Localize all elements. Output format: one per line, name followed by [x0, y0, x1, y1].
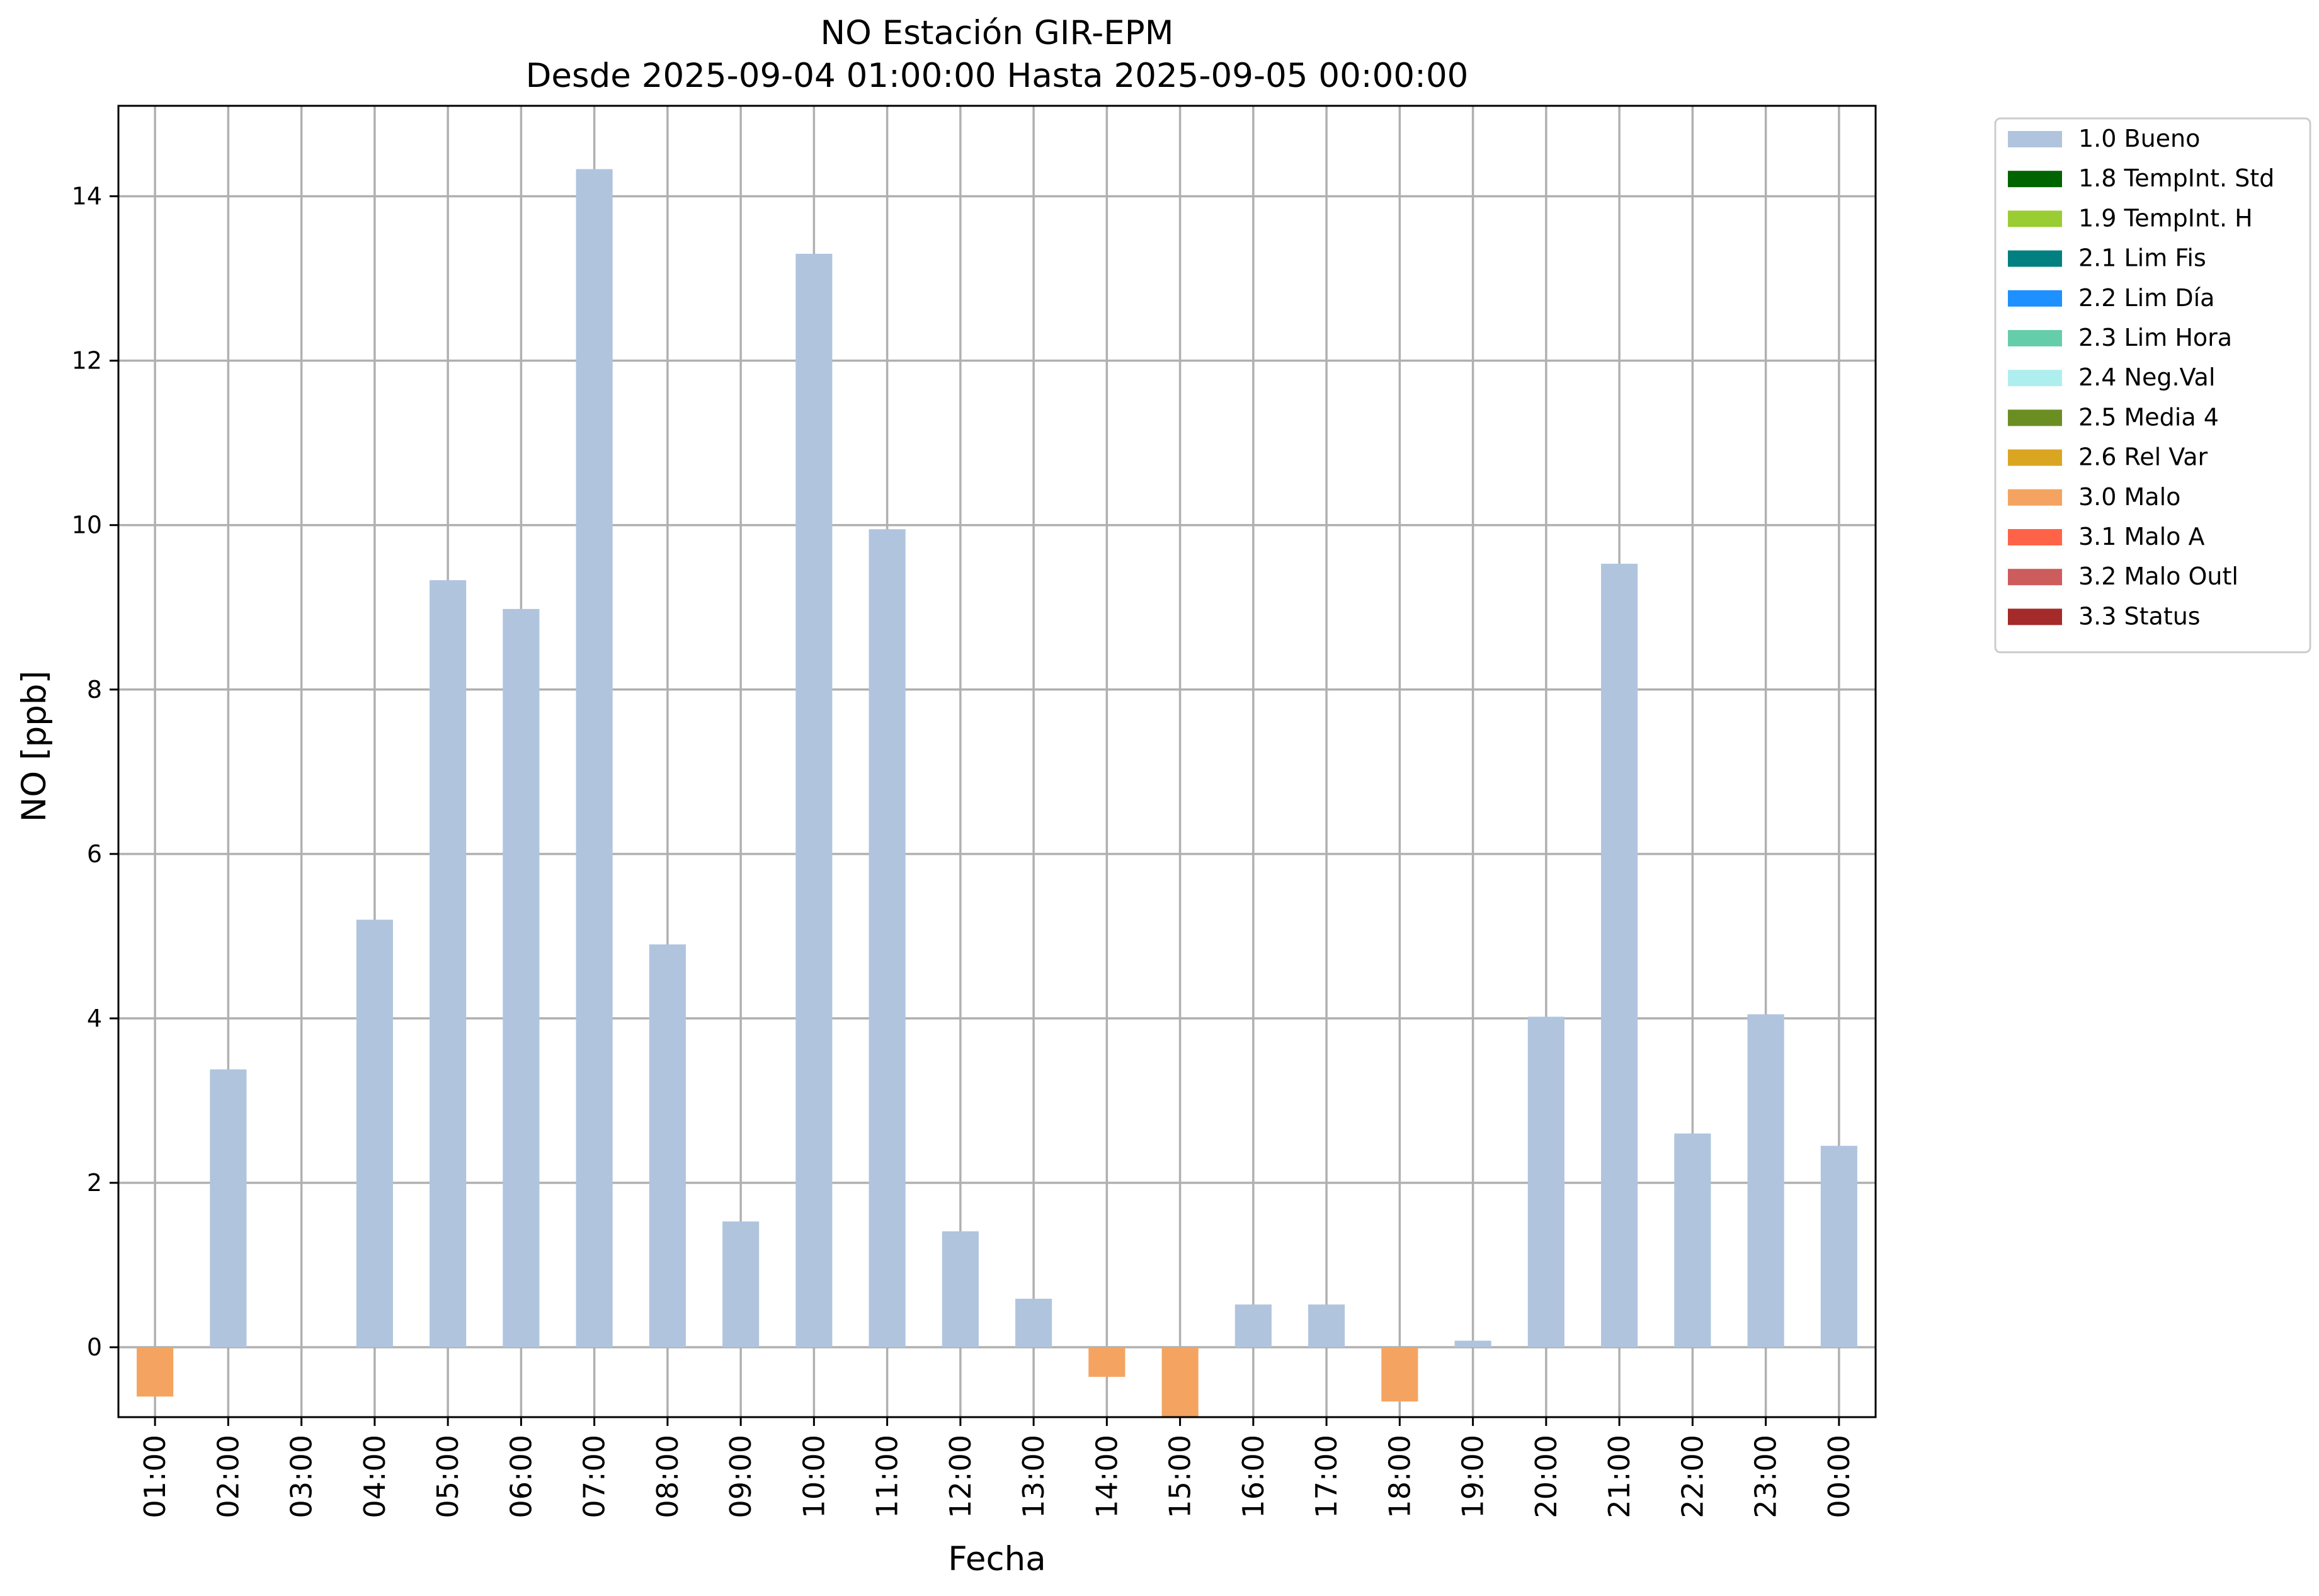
legend-label: 2.1 Lim Fis [2078, 244, 2206, 272]
legend-label: 3.3 Status [2078, 602, 2201, 630]
x-tick-label: 16:00 [1236, 1435, 1270, 1519]
x-tick-label: 08:00 [651, 1435, 685, 1519]
legend-swatch [2008, 330, 2062, 346]
y-tick-label: 2 [87, 1169, 102, 1197]
x-tick-label: 06:00 [504, 1435, 538, 1519]
bar-2100 [1601, 564, 1638, 1348]
chart-title: NO Estación GIR-EPM [821, 14, 1174, 52]
x-tick-label: 17:00 [1309, 1435, 1343, 1519]
x-tick-label: 04:00 [358, 1435, 392, 1519]
bar-0900 [722, 1221, 760, 1348]
x-tick-label: 23:00 [1749, 1435, 1783, 1519]
x-tick-label: 15:00 [1163, 1435, 1197, 1519]
y-axis-label: NO [ppb] [15, 671, 54, 823]
bar-1400 [1088, 1347, 1125, 1377]
x-tick-label: 10:00 [797, 1435, 831, 1519]
legend-swatch [2008, 210, 2062, 227]
bar-1900 [1454, 1340, 1491, 1348]
legend-swatch [2008, 250, 2062, 267]
x-tick-label: 19:00 [1456, 1435, 1490, 1519]
x-tick-label: 21:00 [1602, 1435, 1636, 1519]
x-tick-label: 09:00 [724, 1435, 758, 1519]
bar-0800 [649, 944, 686, 1348]
bar-1600 [1234, 1304, 1272, 1348]
legend-swatch [2008, 370, 2062, 387]
x-tick-label: 11:00 [870, 1435, 904, 1519]
legend-label: 2.2 Lim Día [2078, 284, 2214, 312]
x-tick-label: 14:00 [1090, 1435, 1124, 1519]
legend-swatch [2008, 529, 2062, 545]
bar-0600 [503, 608, 540, 1348]
x-tick-label: 00:00 [1822, 1435, 1856, 1519]
x-tick-label: 22:00 [1675, 1435, 1709, 1519]
x-tick-label: 18:00 [1382, 1435, 1416, 1519]
legend-swatch [2008, 489, 2062, 506]
x-tick-label: 13:00 [1017, 1435, 1051, 1519]
legend-label: 2.6 Rel Var [2078, 443, 2208, 471]
legend-swatch [2008, 569, 2062, 586]
y-tick-label: 14 [72, 183, 102, 210]
x-tick-label: 12:00 [943, 1435, 977, 1519]
bar-1300 [1015, 1299, 1052, 1348]
legend-label: 3.0 Malo [2078, 483, 2180, 511]
y-tick-label: 10 [72, 511, 102, 539]
bar-0200 [210, 1069, 247, 1348]
legend-label: 1.8 TempInt. Std [2078, 164, 2274, 192]
bar-2200 [1674, 1133, 1711, 1348]
bar-1100 [869, 529, 906, 1348]
bar-1000 [795, 253, 833, 1348]
y-tick-label: 8 [87, 676, 102, 704]
bar-0100 [137, 1347, 174, 1397]
bar-1200 [942, 1231, 979, 1348]
x-tick-label: 02:00 [211, 1435, 245, 1519]
y-tick-label: 0 [87, 1333, 102, 1361]
x-tick-label: 01:00 [138, 1435, 172, 1519]
bars [137, 169, 1857, 1417]
legend-label: 1.0 Bueno [2078, 125, 2200, 152]
bar-0500 [430, 580, 467, 1348]
x-tick-label: 07:00 [578, 1435, 612, 1519]
legend-label: 1.9 TempInt. H [2078, 204, 2253, 232]
legend-box [1994, 117, 2311, 654]
legend-swatch [2008, 290, 2062, 307]
legend-label: 2.4 Neg.Val [2078, 363, 2215, 391]
y-tick-label: 12 [72, 347, 102, 375]
legend-label: 2.5 Media 4 [2078, 403, 2219, 431]
bar-0000 [1820, 1146, 1857, 1348]
plot-frame [117, 105, 1877, 1418]
legend-label: 3.2 Malo Outl [2078, 562, 2238, 590]
axes: 0 2 4 6 8 10 12 14 01:00 02:00 03:00 04:00 05:00 06:0… [72, 105, 1877, 1519]
legend-label: 3.1 Malo A [2078, 523, 2204, 550]
bar-1800 [1381, 1347, 1418, 1402]
legend-swatch [2008, 449, 2062, 466]
y-tick-label: 6 [87, 840, 102, 868]
x-axis-label: Fecha [948, 1540, 1046, 1578]
legend-swatch [2008, 409, 2062, 426]
y-tick-label: 4 [87, 1005, 102, 1032]
x-tick-label: 20:00 [1529, 1435, 1563, 1519]
legend: 1.0 Bueno 1.8 TempInt. Std 1.9 TempInt. H 2… [1994, 117, 2311, 654]
legend-swatch [2008, 171, 2062, 188]
bar-2300 [1747, 1014, 1784, 1348]
chart-subtitle: Desde 2025-09-04 01:00:00 Hasta 2025-09-… [526, 57, 1469, 95]
legend-swatch [2008, 608, 2062, 625]
bar-1700 [1308, 1304, 1345, 1348]
x-tick-label: 05:00 [431, 1435, 465, 1519]
legend-swatch [2008, 131, 2062, 147]
x-tick-label: 03:00 [285, 1435, 319, 1519]
bar-2000 [1527, 1017, 1564, 1348]
legend-label: 2.3 Lim Hora [2078, 324, 2232, 351]
bar-0400 [356, 920, 393, 1348]
bar-1500 [1161, 1347, 1199, 1417]
bar-0700 [576, 169, 613, 1348]
